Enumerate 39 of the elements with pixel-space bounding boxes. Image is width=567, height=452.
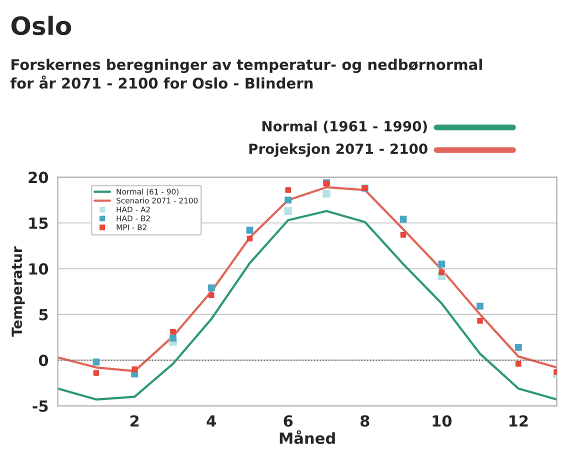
point — [400, 216, 407, 223]
point — [170, 328, 176, 335]
point — [284, 196, 292, 204]
y-tick-label: 20 — [28, 172, 48, 184]
point — [438, 260, 446, 268]
point — [516, 360, 522, 367]
x-tick-label: 10 — [432, 415, 452, 427]
chart-subtitle: Forskernes beregninger av temperatur- og nedbørnormal for år 2071 - 2100 for Oslo - Blindern — [10, 58, 482, 89]
point — [246, 236, 253, 242]
point — [400, 232, 406, 238]
x-tick-label: 8 — [360, 415, 370, 427]
point — [477, 318, 483, 324]
chart-title: Oslo — [11, 16, 72, 36]
point — [92, 358, 100, 366]
point — [438, 269, 445, 276]
point — [208, 292, 214, 298]
point — [284, 207, 292, 215]
point — [514, 344, 522, 351]
point — [170, 334, 176, 342]
y-tick-label: -5 — [32, 400, 48, 412]
y-tick-label: 0 — [38, 354, 48, 366]
x-axis-title: Måned — [280, 430, 335, 444]
point — [285, 187, 292, 193]
text: Normal (1961 - 1990) — [262, 120, 427, 134]
x-tick-label: 2 — [130, 415, 139, 427]
y-tick-label: 5 — [39, 309, 48, 320]
text: Projeksjon 2071 - 2100 — [249, 143, 428, 157]
point — [93, 370, 100, 376]
x-tick-label: 4 — [206, 415, 216, 427]
x-tick-label: 6 — [284, 415, 293, 427]
point — [246, 226, 254, 234]
x-tick-label: 12 — [510, 415, 528, 427]
y-tick-label: 10 — [29, 263, 48, 275]
y-tick-label: 15 — [29, 218, 48, 229]
point — [132, 366, 138, 372]
point — [322, 190, 330, 198]
point — [208, 284, 215, 292]
y-axis-title: Temperatur — [12, 246, 25, 337]
point — [476, 302, 484, 310]
